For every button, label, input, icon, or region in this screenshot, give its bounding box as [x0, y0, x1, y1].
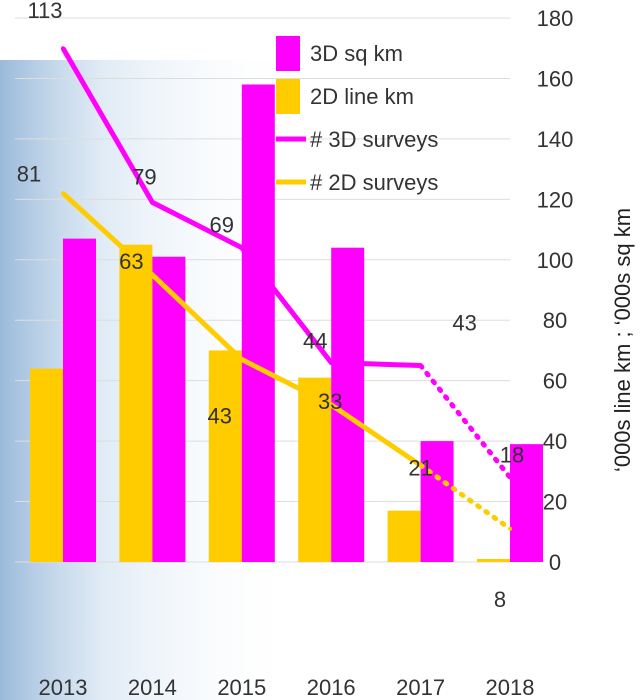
- bar-3d-2017: [420, 441, 454, 562]
- bar-2d-2018: [477, 558, 510, 562]
- data-label-3d-2017: 43: [452, 311, 476, 336]
- y-axis-title: ‘000s line km ; ‘000s sq km: [610, 208, 635, 472]
- bars: [30, 84, 543, 562]
- legend-label-3: # 2D surveys: [310, 170, 438, 195]
- data-label-2d-2016: 33: [318, 389, 342, 414]
- point-2d-2014: [150, 272, 155, 277]
- bar-2d-2015: [208, 350, 242, 562]
- x-tick-label-2016: 2016: [307, 675, 356, 700]
- point-3d-2015: [239, 245, 244, 250]
- y-tick-label-160: 160: [537, 66, 574, 91]
- y-tick-label-40: 40: [543, 429, 567, 454]
- bar-2d-2017: [387, 510, 421, 562]
- data-label-2d-2013: 81: [17, 161, 41, 186]
- point-2d-2013: [61, 191, 65, 196]
- point-3d-2018: [508, 475, 512, 480]
- bar-3d-2018: [510, 444, 543, 562]
- y-tick-label-100: 100: [537, 248, 574, 273]
- axes: 0 20 40 60 80 100 120 140 160 180 2013 2014 2015 2016…: [39, 6, 574, 700]
- bar-3d-2015: [241, 84, 275, 562]
- data-label-2d-2017: 21: [408, 455, 432, 480]
- y-tick-label-0: 0: [549, 550, 561, 575]
- y-tick-label-20: 20: [543, 490, 567, 515]
- data-label-3d-2015: 69: [210, 213, 234, 238]
- x-tick-label-2013: 2013: [39, 675, 88, 700]
- data-label-2d-2018: 8: [494, 587, 506, 612]
- legend-label-2: # 3D surveys: [310, 127, 438, 152]
- bar-3d-2014: [152, 256, 186, 562]
- point-3d-2014: [150, 200, 155, 205]
- legend-swatch-0: [276, 36, 300, 71]
- bar-3d-2013: [63, 238, 96, 562]
- data-labels: 113 79 69 44 43 18 81 63 43 33 21 8: [17, 0, 524, 612]
- point-2d-2016: [329, 402, 334, 407]
- point-2d-2015: [239, 357, 244, 362]
- point-2d-2017: [418, 463, 423, 468]
- bar-3d-2016: [331, 247, 365, 562]
- y-tick-label-80: 80: [543, 308, 567, 333]
- legend-label-0: 3D sq km: [310, 41, 403, 66]
- legend-swatch-1: [276, 79, 300, 114]
- x-tick-label-2017: 2017: [396, 675, 445, 700]
- point-2d-2018: [508, 526, 512, 531]
- bar-2d-2014: [119, 244, 153, 562]
- data-label-3d-2014: 79: [132, 164, 156, 189]
- line-3d-surveys-forecast: [418, 363, 513, 480]
- legend: 3D sq km 2D line km # 3D surveys # 2D surve…: [276, 36, 438, 195]
- lines: [60, 46, 513, 532]
- data-label-2d-2014: 63: [119, 249, 143, 274]
- data-label-3d-2016: 44: [303, 329, 327, 354]
- point-3d-2017: [418, 363, 423, 368]
- data-label-2d-2015: 43: [208, 404, 232, 429]
- legend-label-1: 2D line km: [310, 84, 414, 109]
- x-tick-label-2018: 2018: [486, 675, 535, 700]
- y-tick-label-180: 180: [537, 6, 574, 31]
- y-tick-label-140: 140: [537, 127, 574, 152]
- data-label-3d-2018: 18: [500, 442, 524, 467]
- data-label-3d-2013: 113: [27, 0, 62, 23]
- y-tick-label-60: 60: [543, 369, 567, 394]
- line-2d-surveys-forecast: [418, 462, 513, 532]
- bar-2d-2013: [30, 368, 63, 562]
- x-tick-label-2015: 2015: [217, 675, 266, 700]
- point-3d-2013: [61, 46, 65, 51]
- point-3d-2016: [329, 360, 334, 365]
- y-tick-label-120: 120: [537, 187, 574, 212]
- bar-2d-2016: [298, 377, 332, 562]
- x-tick-label-2014: 2014: [128, 675, 177, 700]
